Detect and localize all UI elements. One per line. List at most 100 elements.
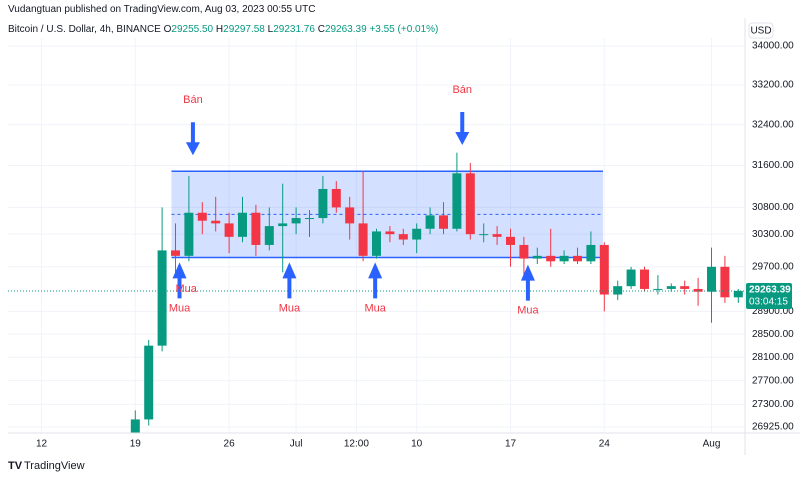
candle-body bbox=[733, 290, 743, 298]
change: +3.55 (+0.01%) bbox=[369, 24, 439, 35]
x-tick-label: 10 bbox=[411, 439, 423, 450]
y-tick-label: 34000.00 bbox=[752, 41, 794, 52]
arrow-up bbox=[520, 264, 535, 301]
candle-body bbox=[546, 255, 556, 262]
candle-body bbox=[519, 244, 529, 259]
x-tick-label: 19 bbox=[130, 439, 142, 450]
x-tick-label: Jul bbox=[290, 439, 303, 450]
brand: TradingView bbox=[24, 460, 85, 472]
candle-body bbox=[465, 173, 475, 235]
arrow-up bbox=[172, 262, 187, 299]
ohlc-label: H bbox=[215, 24, 224, 35]
candle-body bbox=[666, 286, 676, 289]
x-tick-label: 26 bbox=[224, 439, 236, 450]
candle-body bbox=[613, 286, 623, 295]
candle-body bbox=[586, 244, 596, 262]
candle-body bbox=[291, 218, 301, 224]
candle-body bbox=[345, 207, 355, 224]
ohlc-value: 29255.50 bbox=[171, 24, 214, 35]
candle-body bbox=[264, 226, 274, 245]
ohlc-value: 29297.58 bbox=[223, 24, 265, 35]
candle-body bbox=[211, 220, 221, 224]
plot bbox=[8, 38, 745, 433]
y-tick-label: 30300.00 bbox=[752, 229, 794, 240]
candle-body bbox=[171, 250, 180, 256]
candle-body bbox=[412, 228, 422, 240]
ohlc-label: L bbox=[267, 24, 274, 35]
candle-body bbox=[425, 215, 435, 229]
publisher: Vudangtuan published on TradingView.com,… bbox=[8, 4, 316, 15]
candle-body bbox=[130, 419, 140, 433]
price-tag-price: 29263.39 bbox=[749, 285, 791, 296]
brand-logo: TV bbox=[8, 460, 23, 472]
candle-body bbox=[372, 231, 381, 256]
y-tick-label: 30800.00 bbox=[752, 202, 794, 213]
candle-body bbox=[358, 223, 368, 256]
price-tag-countdown: 03:04:15 bbox=[749, 297, 788, 308]
y-tick-label: 26925.00 bbox=[752, 422, 794, 433]
y-tick-label: 27300.00 bbox=[752, 399, 794, 410]
annotation-label: Bán bbox=[183, 94, 203, 106]
candle-body bbox=[251, 212, 261, 245]
candle-body bbox=[144, 345, 154, 420]
candle-body bbox=[305, 218, 314, 220]
candle-body bbox=[559, 255, 569, 262]
candle-body bbox=[452, 173, 462, 229]
ohlc-value: 29231.76 bbox=[273, 24, 315, 35]
currency[interactable]: USD bbox=[750, 26, 771, 37]
y-tick-label: 27700.00 bbox=[752, 375, 794, 386]
annotation-label: Mua bbox=[169, 302, 191, 314]
currency-box[interactable] bbox=[748, 22, 774, 39]
candle-body bbox=[238, 212, 247, 237]
candle-body bbox=[224, 223, 234, 237]
candle-body bbox=[157, 250, 167, 346]
candle-body bbox=[680, 286, 690, 289]
arrow-down bbox=[185, 122, 200, 156]
candle-body bbox=[318, 188, 328, 219]
x-tick-label: 17 bbox=[505, 439, 517, 450]
y-tick-label: 33200.00 bbox=[752, 80, 794, 91]
ohlc: O29255.50 H29297.58 L29231.76 C29263.39 bbox=[164, 24, 370, 35]
price-tag bbox=[746, 282, 792, 309]
candle-body bbox=[693, 288, 703, 292]
x-tick-label: Aug bbox=[703, 439, 721, 450]
annotation-label: Mua bbox=[176, 283, 198, 295]
candle-body bbox=[506, 236, 515, 245]
x-tick-label: 24 bbox=[599, 439, 611, 450]
candle-body bbox=[707, 266, 716, 292]
candle-body bbox=[640, 269, 649, 289]
candle-body bbox=[331, 188, 341, 208]
candle-body bbox=[278, 223, 288, 227]
ohlc-value: 29263.39 bbox=[324, 24, 367, 35]
candle-body bbox=[479, 234, 489, 236]
candle-body bbox=[573, 255, 582, 262]
symbol-legend: Bitcoin / U.S. Dollar, 4h, BINANCE O2925… bbox=[8, 24, 438, 35]
candle-body bbox=[398, 234, 408, 240]
arrow-up bbox=[368, 262, 383, 299]
annotation-label: Mua bbox=[279, 302, 301, 314]
annotation-label: Mua bbox=[517, 305, 539, 317]
y-tick-label: 28500.00 bbox=[752, 329, 794, 340]
candle-body bbox=[184, 212, 194, 256]
candle-body bbox=[599, 244, 609, 295]
candle-body bbox=[720, 266, 730, 298]
symbol: Bitcoin / U.S. Dollar, 4h, BINANCE bbox=[8, 24, 161, 35]
y-tick-label: 28900.00 bbox=[752, 306, 794, 317]
annotation-label: Bán bbox=[452, 84, 472, 96]
x-tick-label: 12:00 bbox=[344, 439, 369, 450]
x-tick-label: 12 bbox=[36, 439, 48, 450]
y-tick-label: 29700.00 bbox=[752, 261, 794, 272]
candle-body bbox=[385, 231, 395, 235]
arrow-up bbox=[282, 262, 297, 299]
y-tick-label: 31600.00 bbox=[752, 160, 794, 171]
candle-body bbox=[653, 288, 663, 290]
annotation-label: Mua bbox=[364, 302, 386, 314]
candle-body bbox=[197, 212, 207, 221]
candle-body bbox=[439, 215, 448, 229]
ohlc-label: C bbox=[317, 24, 325, 35]
candle-body bbox=[492, 234, 502, 237]
candle-body bbox=[532, 255, 542, 259]
ohlc-label: O bbox=[163, 24, 172, 35]
